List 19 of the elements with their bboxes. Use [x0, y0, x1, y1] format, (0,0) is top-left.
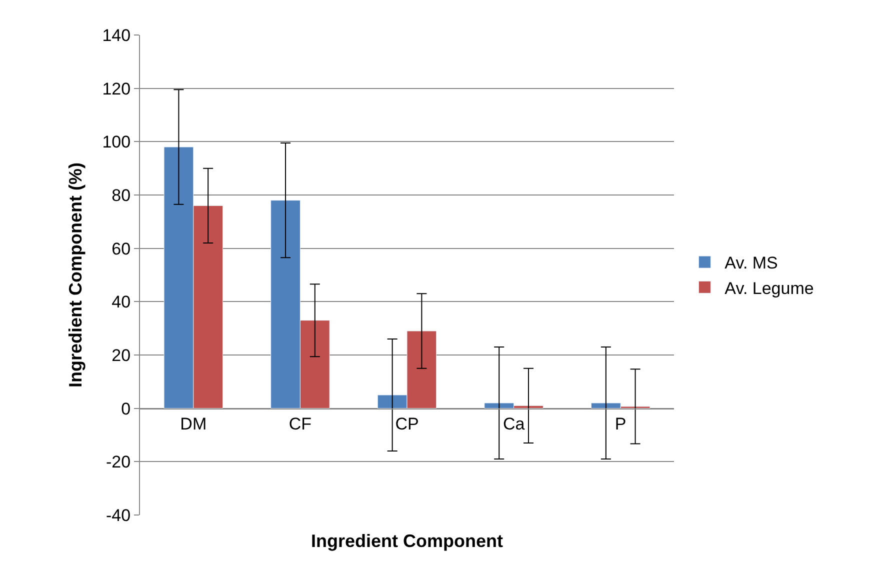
x-tick-label: CP — [395, 414, 419, 434]
legend-label: Av. Legume — [724, 278, 814, 298]
x-tick-label: P — [614, 414, 626, 434]
y-tick-label: 60 — [112, 239, 131, 258]
y-axis-title: Ingredient Component (%) — [65, 162, 86, 388]
x-tick-label: Ca — [502, 414, 526, 434]
y-tick-label: 100 — [102, 132, 131, 152]
y-tick-label: 20 — [112, 346, 131, 365]
y-tick-label: 40 — [112, 292, 131, 312]
x-axis-title: Ingredient Component — [311, 531, 503, 551]
y-tick-label: 80 — [112, 186, 131, 205]
y-tick-label: 120 — [102, 79, 131, 98]
y-tick-label: -40 — [106, 506, 131, 525]
y-tick-label: 0 — [121, 399, 131, 418]
x-tick-label: CF — [288, 414, 312, 434]
y-tick-label: 140 — [102, 26, 131, 45]
y-tick-label: -20 — [106, 452, 131, 472]
x-tick-label: DM — [180, 414, 207, 434]
legend-label: Av. MS — [724, 254, 778, 273]
